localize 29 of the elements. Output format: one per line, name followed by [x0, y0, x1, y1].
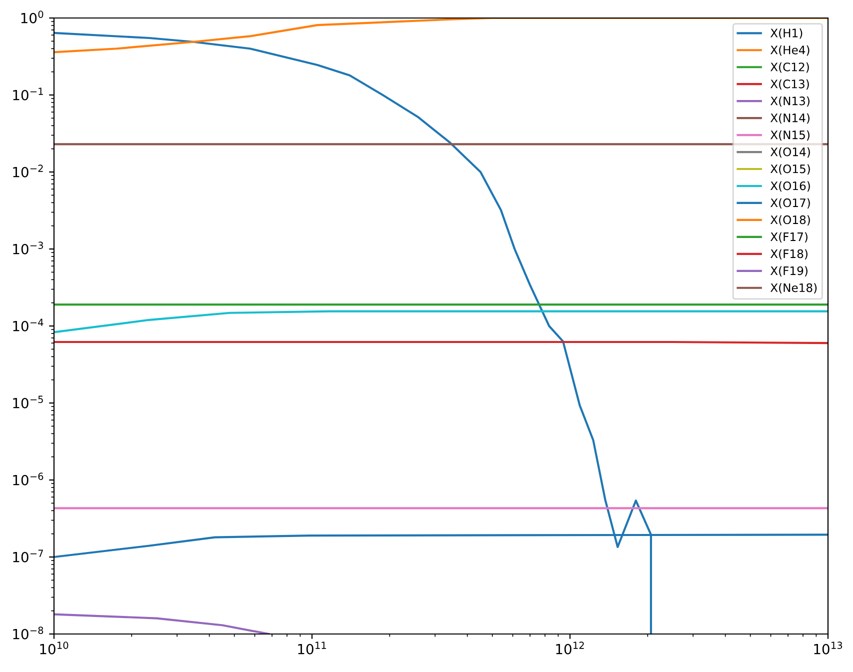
legend-label: X(N13): [770, 96, 810, 107]
legend-label: X(O15): [770, 164, 810, 175]
x-tick-label: 10$^{10}$: [40, 642, 68, 654]
legend-label: X(O18): [770, 215, 810, 226]
x-tick-label: 10$^{13}$: [814, 642, 842, 654]
legend-label: X(F17): [770, 232, 808, 243]
y-tick-label: 10$^{−7}$: [13, 550, 43, 562]
legend-label: X(C13): [770, 79, 809, 90]
legend-label: X(N14): [770, 113, 810, 124]
legend-label: X(He4): [770, 45, 810, 56]
legend-label: X(O14): [770, 147, 810, 158]
legend-label: X(C12): [770, 62, 809, 73]
y-tick-label: 10$^{−5}$: [13, 396, 43, 408]
y-tick-label: 10$^{0}$: [21, 10, 44, 24]
y-tick-label: 10$^{−2}$: [13, 164, 43, 178]
y-tick-label: 10$^{−8}$: [13, 626, 44, 640]
y-tick-label: 10$^{−6}$: [13, 472, 44, 486]
legend-label: X(N15): [770, 130, 810, 141]
legend-label: X(O16): [770, 181, 810, 192]
x-tick-label: 10$^{12}$: [556, 642, 584, 654]
legend-label: X(H1): [770, 28, 802, 39]
y-tick-label: 10$^{−3}$: [13, 242, 43, 254]
x-tick-label: 10$^{11}$: [298, 642, 326, 654]
legend-label: X(O17): [770, 198, 810, 209]
legend-label: X(F19): [770, 266, 808, 276]
legend-label: X(F18): [770, 249, 808, 260]
y-tick-label: 10$^{−4}$: [13, 318, 44, 332]
y-tick-label: 10$^{−1}$: [13, 88, 43, 100]
legend-label: X(Ne18): [770, 283, 817, 294]
